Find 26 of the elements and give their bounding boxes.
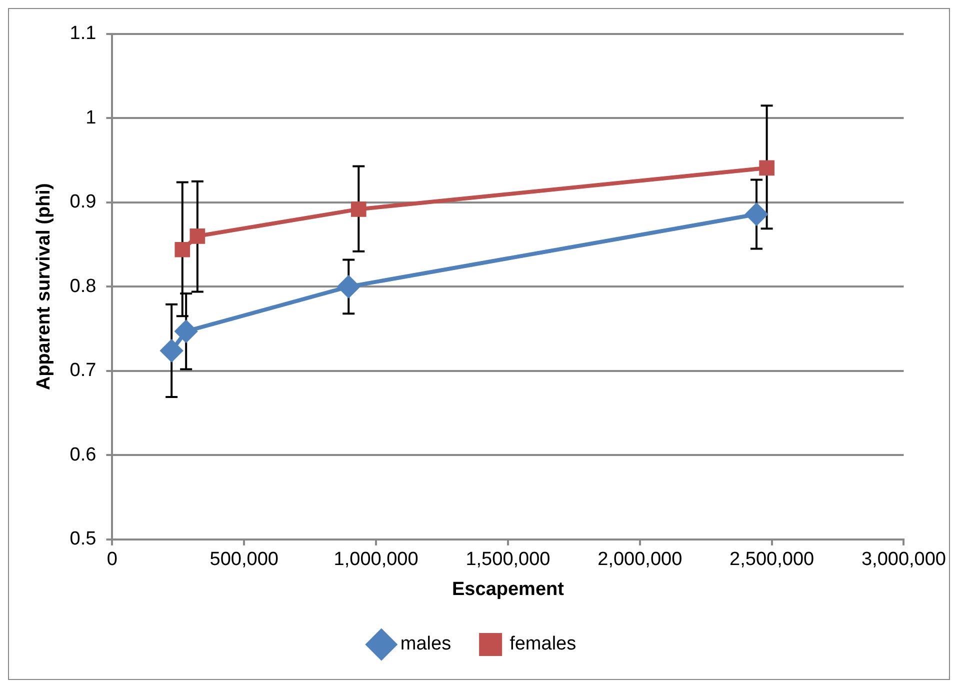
legend-label: females (510, 634, 576, 655)
legend-label: males (400, 634, 452, 655)
x-tick-label: 2,500,000 (730, 549, 814, 570)
x-tick-label: 0 (106, 549, 118, 570)
point (759, 160, 774, 176)
point (746, 203, 768, 226)
y-tick-label: 1.1 (70, 23, 96, 44)
point (190, 228, 206, 244)
y-tick-label: 1 (86, 107, 96, 128)
x-axis-title: Escapement (452, 578, 565, 600)
x-tick-label: 3,000,000 (861, 549, 946, 570)
x-tick-label: 1,000,000 (334, 549, 418, 570)
point (338, 276, 360, 298)
y-tick-label: 0.8 (70, 276, 96, 297)
x-tick-label: 2,000,000 (598, 549, 682, 570)
point (350, 202, 366, 217)
x-tick-label: 1,500,000 (466, 549, 550, 570)
point (160, 340, 183, 362)
y-axis-title: Apparent survival (phi) (34, 183, 55, 390)
point (175, 320, 198, 342)
x-tick-label: 500,000 (210, 549, 278, 570)
y-tick-label: 0.7 (70, 360, 96, 382)
y-tick-label: 0.6 (70, 444, 96, 466)
point (174, 242, 190, 258)
y-tick-label: 0.9 (70, 192, 96, 213)
y-tick-label: 0.5 (70, 528, 96, 550)
